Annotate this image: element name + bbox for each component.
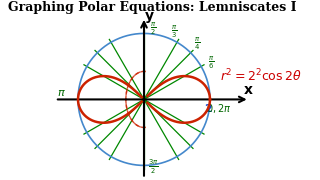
Text: $\frac{\pi}{4}$: $\frac{\pi}{4}$	[194, 35, 200, 52]
Text: $r^2 = 2^2\cos2\theta$: $r^2 = 2^2\cos2\theta$	[220, 68, 301, 85]
Text: x: x	[244, 84, 252, 98]
Text: $0, 2\pi$: $0, 2\pi$	[205, 102, 231, 115]
Text: $\frac{\pi}{6}$: $\frac{\pi}{6}$	[208, 54, 214, 71]
Text: $\frac{\pi}{3}$: $\frac{\pi}{3}$	[171, 23, 178, 40]
Title: Graphing Polar Equations: Lemniscates I: Graphing Polar Equations: Lemniscates I	[8, 1, 297, 14]
Text: $\pi$: $\pi$	[57, 88, 65, 98]
Text: $\frac{\pi}{2}$: $\frac{\pi}{2}$	[150, 20, 156, 37]
Text: $\frac{3\pi}{2}$: $\frac{3\pi}{2}$	[148, 158, 158, 176]
Text: 2: 2	[204, 104, 212, 114]
Text: y: y	[144, 9, 154, 23]
